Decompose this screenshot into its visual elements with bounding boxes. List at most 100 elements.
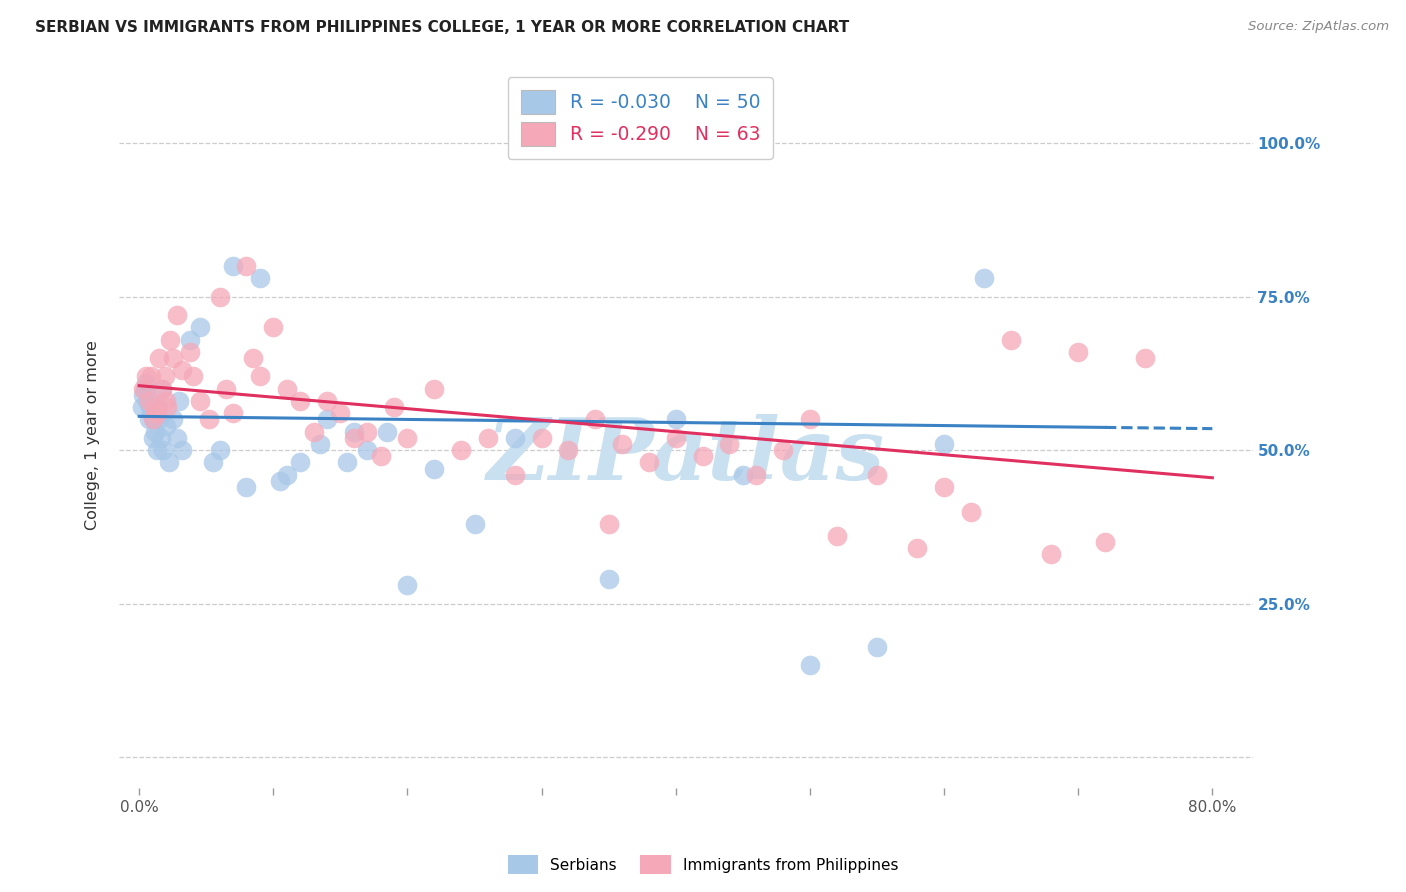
Point bbox=[134, 382, 156, 396]
Point bbox=[262, 320, 284, 334]
Point bbox=[179, 345, 201, 359]
Point bbox=[135, 376, 157, 390]
Text: Source: ZipAtlas.com: Source: ZipAtlas.com bbox=[1249, 20, 1389, 33]
Point bbox=[464, 516, 486, 531]
Point bbox=[396, 578, 419, 592]
Point bbox=[201, 455, 224, 469]
Point bbox=[731, 467, 754, 482]
Point bbox=[181, 369, 204, 384]
Point bbox=[302, 425, 325, 439]
Point bbox=[145, 443, 167, 458]
Point bbox=[157, 455, 180, 469]
Point bbox=[141, 406, 163, 420]
Point bbox=[249, 369, 271, 384]
Point bbox=[156, 400, 179, 414]
Point bbox=[242, 351, 264, 365]
Point bbox=[450, 443, 472, 458]
Point bbox=[477, 431, 499, 445]
Point bbox=[866, 640, 889, 654]
Point bbox=[799, 412, 821, 426]
Y-axis label: College, 1 year or more: College, 1 year or more bbox=[86, 340, 100, 530]
Point bbox=[153, 369, 176, 384]
Point bbox=[222, 259, 245, 273]
Point bbox=[692, 450, 714, 464]
Point bbox=[960, 504, 983, 518]
Point bbox=[799, 657, 821, 672]
Point bbox=[309, 437, 332, 451]
Point bbox=[172, 443, 194, 458]
Point bbox=[148, 412, 170, 426]
Text: ZIPatlas: ZIPatlas bbox=[486, 414, 884, 498]
Point bbox=[396, 431, 419, 445]
Point bbox=[356, 443, 378, 458]
Point bbox=[745, 467, 768, 482]
Point bbox=[188, 394, 211, 409]
Point bbox=[159, 333, 181, 347]
Point bbox=[288, 455, 311, 469]
Point bbox=[503, 431, 526, 445]
Point bbox=[329, 406, 352, 420]
Point bbox=[825, 529, 848, 543]
Point bbox=[142, 412, 165, 426]
Point bbox=[1000, 333, 1022, 347]
Point bbox=[1040, 548, 1063, 562]
Point bbox=[557, 443, 579, 458]
Point bbox=[152, 443, 174, 458]
Text: SERBIAN VS IMMIGRANTS FROM PHILIPPINES COLLEGE, 1 YEAR OR MORE CORRELATION CHART: SERBIAN VS IMMIGRANTS FROM PHILIPPINES C… bbox=[35, 20, 849, 35]
Point bbox=[370, 450, 392, 464]
Point bbox=[141, 369, 163, 384]
Point bbox=[1067, 345, 1090, 359]
Point bbox=[138, 394, 160, 409]
Point bbox=[665, 412, 688, 426]
Point bbox=[149, 431, 172, 445]
Point bbox=[169, 394, 191, 409]
Point bbox=[316, 394, 339, 409]
Point bbox=[150, 382, 173, 396]
Point bbox=[382, 400, 405, 414]
Point bbox=[235, 259, 257, 273]
Point bbox=[610, 437, 633, 451]
Point bbox=[142, 400, 165, 414]
Point bbox=[276, 382, 298, 396]
Point bbox=[905, 541, 928, 556]
Point bbox=[276, 467, 298, 482]
Point bbox=[772, 443, 794, 458]
Point bbox=[132, 388, 155, 402]
Point bbox=[343, 425, 366, 439]
Point bbox=[155, 394, 177, 409]
Point bbox=[215, 382, 238, 396]
Point bbox=[343, 431, 366, 445]
Point bbox=[146, 400, 169, 414]
Point bbox=[235, 480, 257, 494]
Point bbox=[423, 382, 446, 396]
Point bbox=[139, 400, 162, 414]
Point bbox=[166, 308, 188, 322]
Point bbox=[932, 480, 955, 494]
Point bbox=[530, 431, 553, 445]
Point bbox=[188, 320, 211, 334]
Point bbox=[1135, 351, 1157, 365]
Point bbox=[973, 271, 995, 285]
Point bbox=[162, 412, 184, 426]
Point bbox=[503, 467, 526, 482]
Point bbox=[598, 572, 620, 586]
Point bbox=[131, 400, 153, 414]
Point bbox=[155, 418, 177, 433]
Point bbox=[172, 363, 194, 377]
Point bbox=[166, 431, 188, 445]
Point bbox=[316, 412, 339, 426]
Point bbox=[269, 474, 291, 488]
Point bbox=[423, 461, 446, 475]
Point bbox=[583, 412, 606, 426]
Point bbox=[288, 394, 311, 409]
Point bbox=[138, 412, 160, 426]
Point bbox=[142, 412, 165, 426]
Point bbox=[142, 431, 165, 445]
Point bbox=[179, 333, 201, 347]
Point bbox=[136, 394, 159, 409]
Point bbox=[150, 382, 173, 396]
Point bbox=[598, 516, 620, 531]
Point bbox=[375, 425, 398, 439]
Point bbox=[208, 443, 231, 458]
Point bbox=[162, 351, 184, 365]
